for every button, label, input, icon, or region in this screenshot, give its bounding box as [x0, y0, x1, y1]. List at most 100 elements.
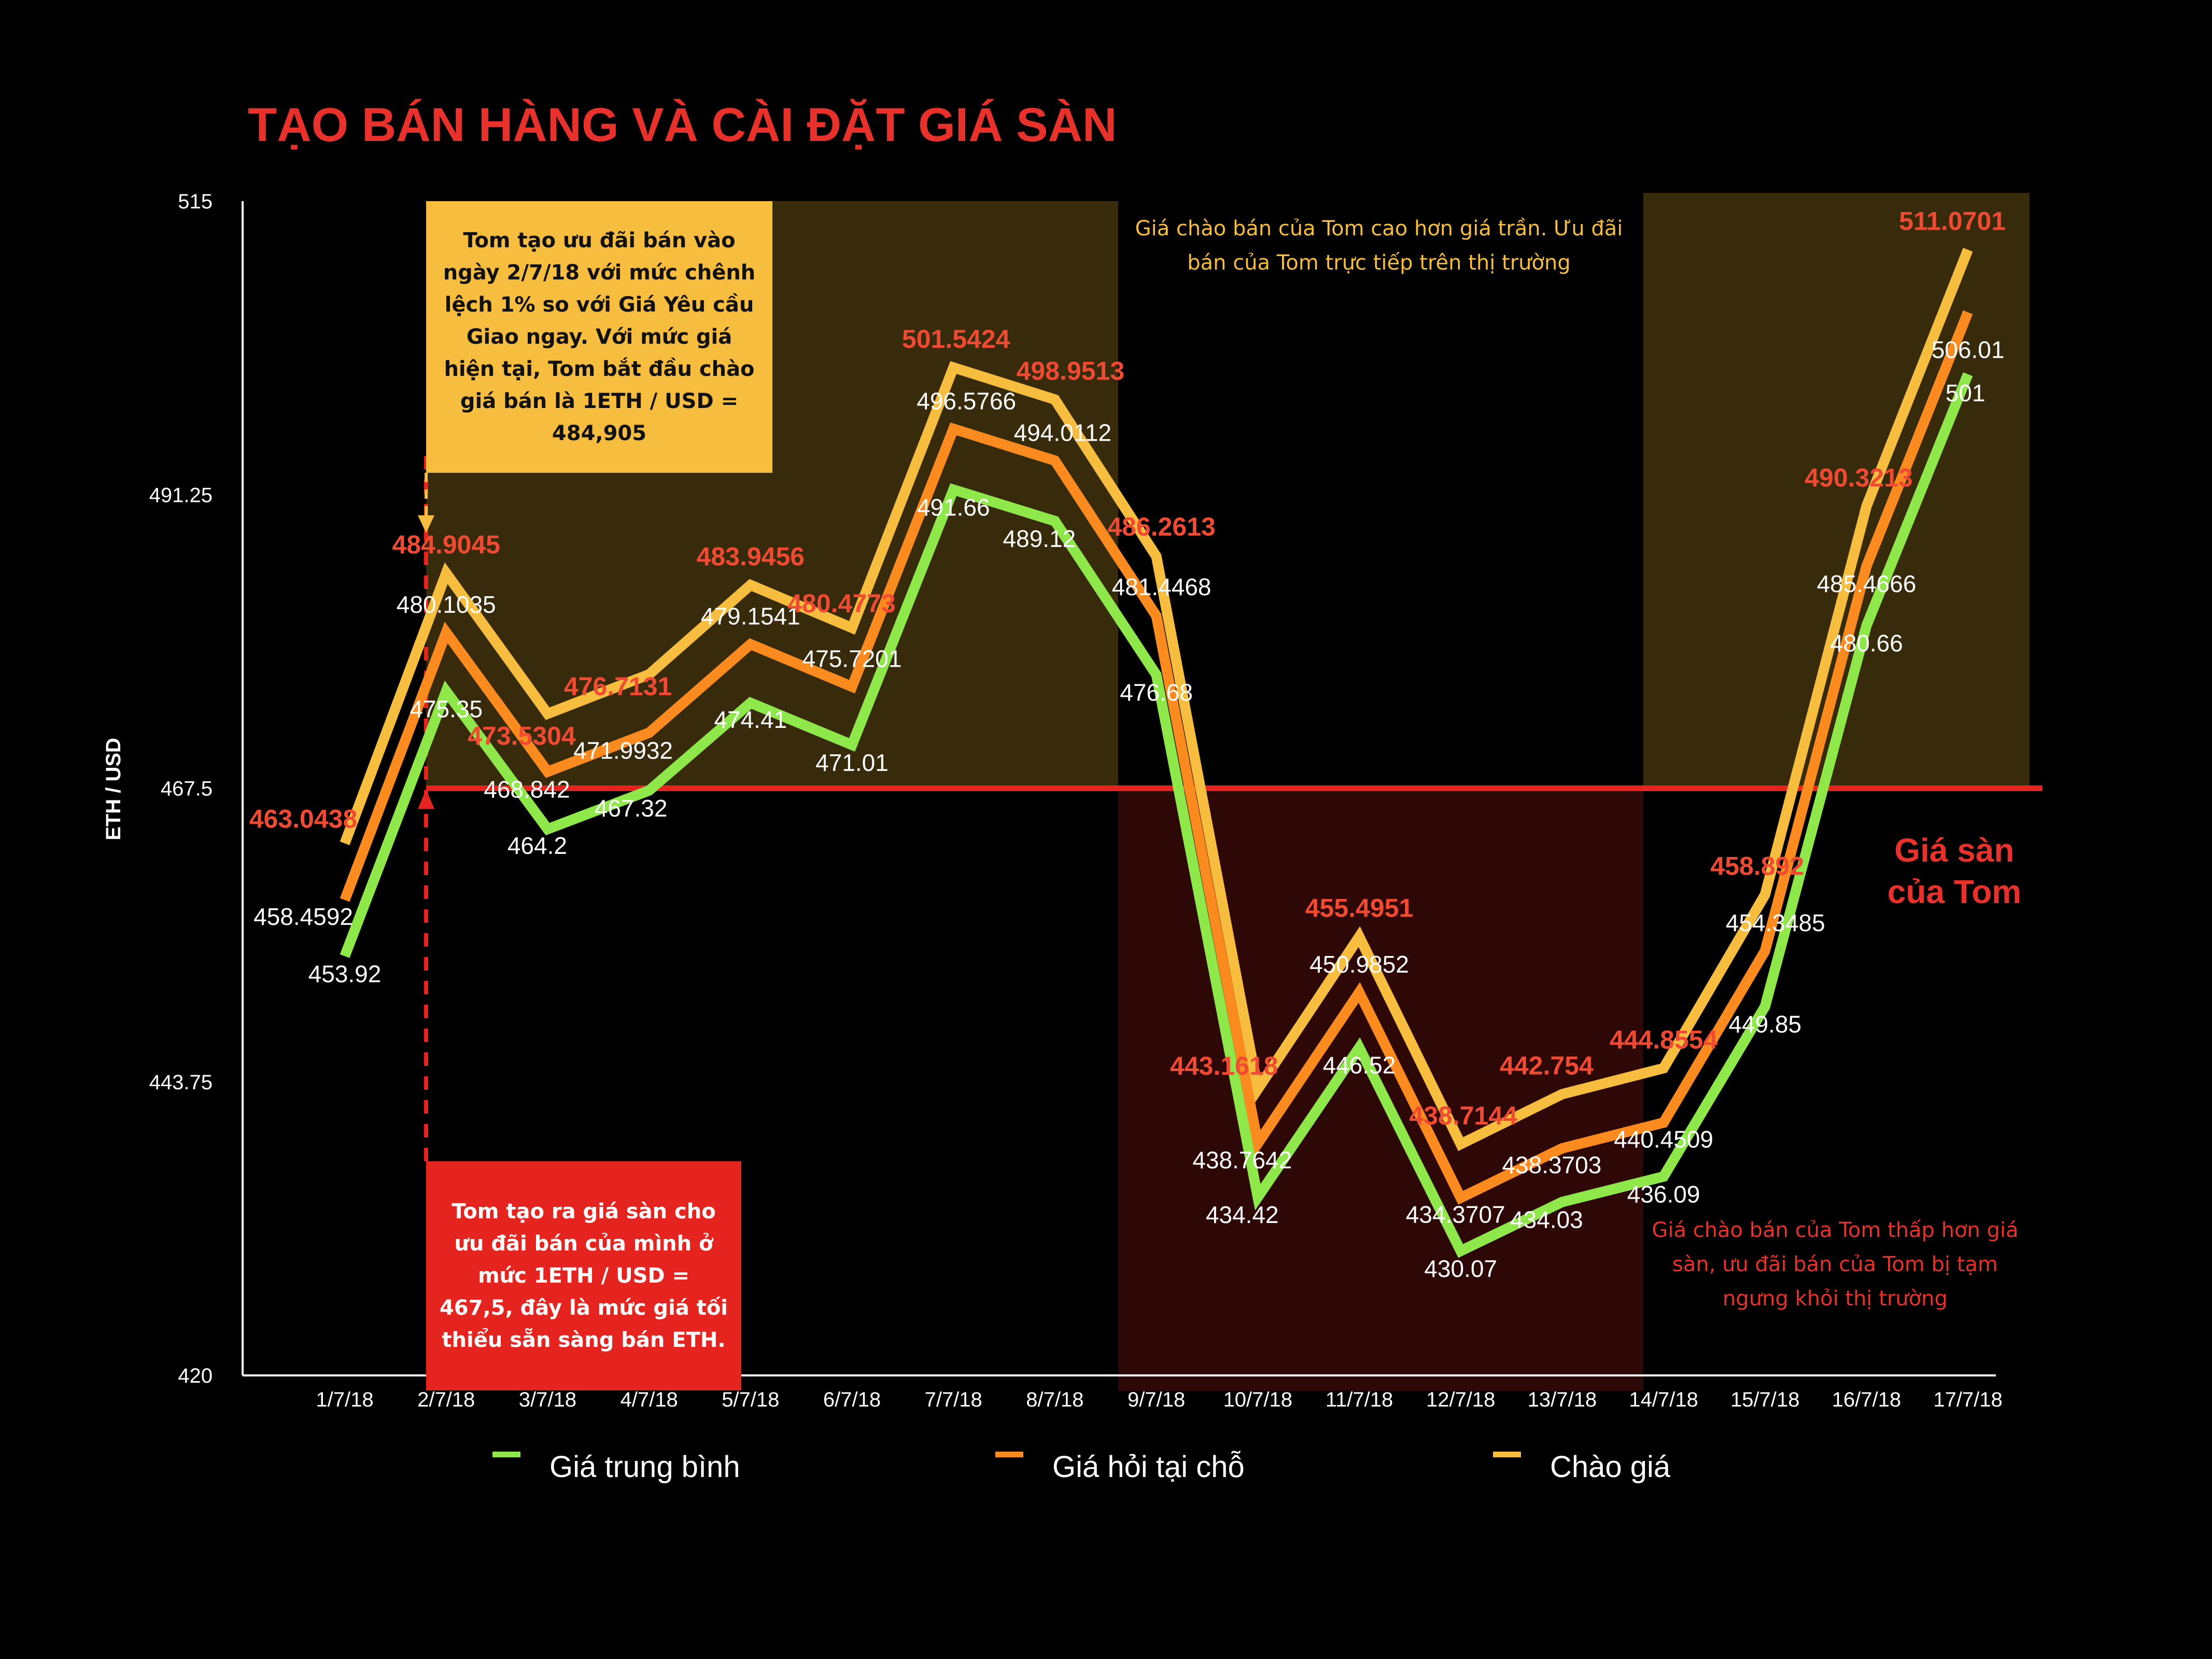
x-tick-label: 6/7/18: [823, 1388, 881, 1411]
data-label-avg: 467.32: [595, 795, 668, 822]
x-tick-label: 13/7/18: [1528, 1388, 1597, 1411]
data-label-ask: 440.4509: [1614, 1126, 1713, 1152]
x-tick-label: 7/7/18: [925, 1388, 982, 1411]
data-label-avg: 464.2: [508, 832, 567, 859]
x-tick-label: 3/7/18: [519, 1388, 576, 1411]
series-line-avg: [340, 372, 1973, 1258]
data-label-offer: 483.9456: [697, 542, 805, 571]
offer-pointer-arrowhead: [418, 515, 434, 533]
data-label-offer: 443.1618: [1170, 1051, 1278, 1080]
floor-label: Giá sàn của Tom: [1845, 830, 2063, 912]
series-line-ask: [340, 310, 1973, 1205]
data-label-offer: 501.5424: [902, 325, 1010, 354]
x-tick-label: 4/7/18: [620, 1388, 678, 1411]
data-label-avg: 471.01: [815, 749, 889, 776]
data-label-offer: 455.4951: [1305, 894, 1414, 923]
offer-annotation-text: Tom tạo ưu đãi bán vào ngày 2/7/18 với m…: [443, 229, 756, 445]
data-label-ask: 454.3485: [1726, 909, 1825, 936]
data-label-ask: 479.1541: [701, 603, 800, 630]
chart-title: TẠO BÁN HÀNG VÀ CÀI ĐẶT GIÁ SÀN: [248, 99, 1117, 151]
data-label-avg: 430.07: [1424, 1255, 1497, 1282]
data-label-avg: 434.42: [1206, 1201, 1279, 1228]
note-above-ceiling: Giá chào bán của Tom cao hơn giá trần. Ư…: [1135, 217, 1623, 275]
data-label-avg: 449.85: [1728, 1010, 1801, 1037]
x-tick-label: 16/7/18: [1832, 1388, 1901, 1411]
data-label-offer: 463.0438: [249, 805, 358, 834]
x-tick-label: 1/7/18: [316, 1388, 373, 1411]
floor-label-line-2: của Tom: [1887, 873, 2022, 910]
data-label-offer: 438.7144: [1409, 1101, 1517, 1130]
legend-label-offer: Chào giá: [1550, 1450, 1671, 1484]
floor-annotation-box: Tom tạo ra giá sàn cho ưu đãi bán của mì…: [426, 1161, 741, 1390]
x-axis-ticks: 1/7/18 2/7/18 3/7/18 4/7/18 5/7/18 6/7/18 7/7/…: [316, 1388, 2003, 1411]
offer-annotation-box: Tom tạo ưu đãi bán vào ngày 2/7/18 với m…: [426, 201, 772, 473]
data-label-avg: 474.41: [714, 706, 787, 733]
y-axis-label: ETH / USD: [102, 738, 125, 840]
legend-label-avg: Giá trung bình: [550, 1450, 740, 1484]
data-label-avg: 434.03: [1510, 1206, 1583, 1233]
data-label-ask: 481.4468: [1112, 573, 1211, 600]
data-label-offer: 486.2613: [1107, 512, 1216, 541]
data-label-ask: 438.7642: [1192, 1147, 1292, 1174]
series-lines: [340, 248, 1973, 1258]
data-label-ask: 438.3703: [1502, 1151, 1601, 1178]
data-label-ask: 485.4666: [1817, 570, 1917, 597]
data-label-avg: 489.12: [1003, 525, 1076, 552]
data-label-avg: 491.66: [917, 494, 990, 521]
data-label-avg: 476.68: [1120, 679, 1193, 706]
x-tick-label: 15/7/18: [1730, 1388, 1799, 1411]
data-label-offer: 442.754: [1500, 1051, 1594, 1080]
data-label-offer: 511.0701: [1899, 207, 2006, 236]
data-label-avg: 453.92: [308, 960, 382, 987]
data-label-ask: 458.4592: [253, 903, 353, 930]
legend-swatch-avg: [492, 1452, 520, 1457]
data-label-offer: 476.7131: [564, 672, 672, 701]
data-label-ask: 496.5766: [917, 387, 1016, 414]
x-tick-label: 11/7/18: [1326, 1388, 1393, 1411]
data-label-offer: 498.9513: [1017, 357, 1125, 386]
x-tick-label: 5/7/18: [722, 1388, 779, 1411]
data-label-ask: 480.1035: [397, 591, 496, 618]
data-label-ask: 475.7201: [802, 645, 902, 672]
data-label-avg: 480.66: [1830, 630, 1903, 657]
note-below-floor: Giá chào bán của Tom thấp hơn giá sàn, ư…: [1652, 1218, 2019, 1311]
data-label-ask: 506.01: [1932, 336, 2005, 363]
data-labels: 453.92 475.35 464.2 467.32 474.41 471.01 491.6…: [249, 207, 2006, 1282]
x-tick-label: 9/7/18: [1128, 1388, 1185, 1411]
y-tick-label: 491.25: [149, 484, 213, 507]
data-label-ask: 471.9932: [573, 737, 673, 764]
y-tick-label: 443.75: [149, 1071, 213, 1094]
data-label-offer: 458.892: [1710, 852, 1804, 881]
y-tick-label: 467.5: [161, 778, 213, 800]
y-tick-label: 515: [178, 190, 213, 213]
floor-pointer-arrowhead: [418, 789, 434, 809]
data-label-avg: 501: [1946, 379, 1985, 406]
data-label-offer: 490.3213: [1805, 463, 1913, 492]
data-label-avg: 436.09: [1627, 1180, 1700, 1207]
floor-label-line-1: Giá sàn: [1894, 832, 2014, 869]
x-tick-label: 2/7/18: [417, 1388, 475, 1411]
x-tick-label: 17/7/18: [1933, 1388, 2002, 1411]
data-label-ask: 468.842: [484, 776, 570, 803]
x-tick-label: 8/7/18: [1026, 1388, 1083, 1411]
data-label-offer: 480.4773: [787, 589, 896, 618]
floor-line-group: [418, 456, 2042, 1161]
data-label-offer: 484.9045: [392, 530, 500, 559]
data-label-offer: 473.5304: [468, 722, 576, 751]
data-label-ask: 494.0112: [1014, 419, 1111, 446]
y-axis-ticks: 515 491.25 467.5 443.75 420: [149, 190, 213, 1387]
y-tick-label: 420: [178, 1365, 213, 1387]
floor-annotation-text: Tom tạo ra giá sàn cho ưu đãi bán của mì…: [439, 1200, 728, 1352]
data-label-avg: 475.35: [410, 695, 483, 722]
x-tick-label: 14/7/18: [1629, 1388, 1698, 1411]
data-label-offer: 444.8554: [1610, 1025, 1718, 1054]
x-tick-label: 12/7/18: [1426, 1388, 1495, 1411]
series-line-offer: [340, 248, 1973, 1151]
x-tick-label: 10/7/18: [1223, 1388, 1292, 1411]
data-label-ask: 434.3707: [1406, 1201, 1505, 1228]
data-label-avg: 446.52: [1323, 1052, 1396, 1079]
legend-swatch-offer: [1493, 1452, 1521, 1457]
data-label-ask: 450.9852: [1309, 951, 1409, 978]
legend-swatch-ask: [995, 1452, 1023, 1457]
